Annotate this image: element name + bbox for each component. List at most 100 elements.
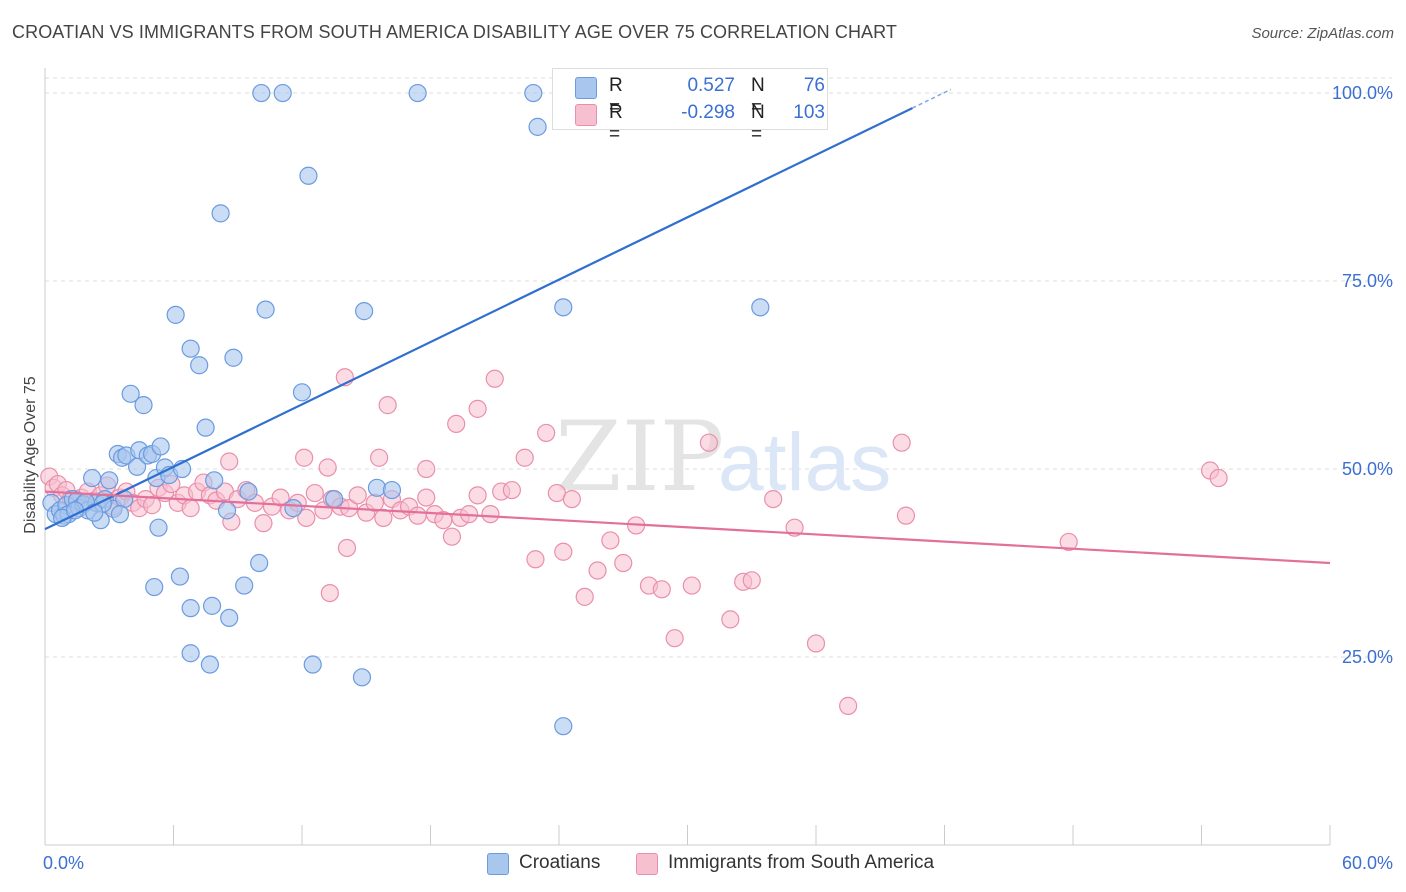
croatians-point [217,501,237,520]
legend-r-label: R = [609,75,623,118]
immigrants-point [699,433,719,452]
croatians-point [250,553,269,573]
croatians-point [554,717,573,736]
chart-title: CROATIAN VS IMMIGRANTS FROM SOUTH AMERIC… [12,22,898,42]
x-tick-label: 60.0% [1342,853,1393,873]
immigrants-point [839,696,858,715]
immigrants-point [575,587,594,606]
croatians-point [524,83,543,103]
legend-n-value: 103 [793,102,825,123]
croatians-point [181,339,200,358]
croatians-point [149,518,168,537]
immigrants-point [442,527,462,546]
croatians-point [325,489,344,509]
croatians-point [100,471,119,490]
legend-n-label: N = [751,75,765,118]
croatians-point [181,644,200,663]
source-label: Source: ZipAtlas.com [1251,25,1394,42]
croatians-point [751,298,770,317]
immigrants-point [305,483,324,503]
legend-r-label: R = [609,102,623,145]
croatians-point [145,577,164,597]
grid-lines [45,77,1392,658]
croatians-point [299,166,318,185]
immigrants-point [271,488,290,507]
croatians-point [211,204,230,223]
immigrants-point [378,396,397,415]
croatians-trend-extension [912,88,952,109]
legend-croatians-swatch [487,853,509,875]
legend-n-label: N = [751,102,765,145]
immigrants-point [515,448,534,467]
croatians-point [121,384,140,403]
immigrants-point [554,542,573,561]
croatians-point [151,437,170,456]
legend-immigrants-swatch [636,853,658,875]
immigrants-point [652,580,671,599]
immigrants-point [665,629,684,648]
immigrants-point [370,448,389,467]
croatians-point [190,356,209,375]
immigrants-point [588,561,607,580]
legend-r-value: 0.527 [687,75,735,96]
correlation-legend: R = 0.527 N = 76 R = -0.298 N = 103 [552,68,828,145]
immigrants-point [481,505,500,524]
immigrants-point [502,480,521,500]
immigrants-trend-line [44,490,1331,565]
immigrants-point [721,610,740,629]
croatians-point [273,83,292,103]
immigrants-point [806,634,826,653]
immigrants-point [526,550,545,569]
immigrants-point [447,414,466,434]
immigrants-point [142,496,162,515]
immigrants-point [1059,532,1078,552]
croatians-point [220,608,239,628]
legend-n-value: 76 [803,75,825,96]
croatians-point [85,503,104,522]
immigrants-point [417,488,436,507]
immigrants-point [892,433,911,452]
immigrants-point [320,583,339,603]
croatians-point [134,396,153,415]
legend-swatch-pink [575,104,597,126]
legend-r-value: -0.298 [681,102,735,123]
immigrants-point [295,448,314,467]
croatians-point [256,300,275,319]
croatians-point [202,596,222,615]
y-tick-label: 100.0% [1332,83,1393,103]
immigrants-point [337,538,357,558]
y-tick-label: 75.0% [1342,271,1393,291]
croatians-point [355,302,374,321]
immigrants-point [562,489,581,509]
croatians-point [292,383,312,402]
svg-text:atlas: atlas [718,417,891,508]
croatians-point [166,305,185,324]
croatians-point [170,567,190,586]
croatians-trend-line [44,107,913,531]
croatians-point [382,480,402,500]
x-tick-label: 0.0% [43,853,84,873]
immigrants-point [181,499,200,518]
immigrants-point [1209,468,1228,488]
immigrants-point [408,506,427,525]
y-tick-label: 50.0% [1342,459,1393,479]
immigrants-point [417,459,436,479]
immigrants-point [220,452,239,471]
croatians-point [367,478,387,497]
legend-immigrants-label: Immigrants from South America [668,852,935,873]
immigrants-point [374,508,393,527]
immigrants-point [682,576,701,595]
croatians-point [528,117,547,136]
immigrants-point [468,486,487,505]
croatians-points [42,83,770,736]
croatians-point [554,298,573,317]
croatians-point [196,418,215,437]
croatians-point [303,655,322,674]
croatians-point [110,505,130,524]
svg-text:ZIP: ZIP [555,401,724,513]
trend-lines [44,88,1331,565]
croatians-point [239,482,258,501]
croatians-point [408,83,427,103]
axes [44,68,1331,846]
